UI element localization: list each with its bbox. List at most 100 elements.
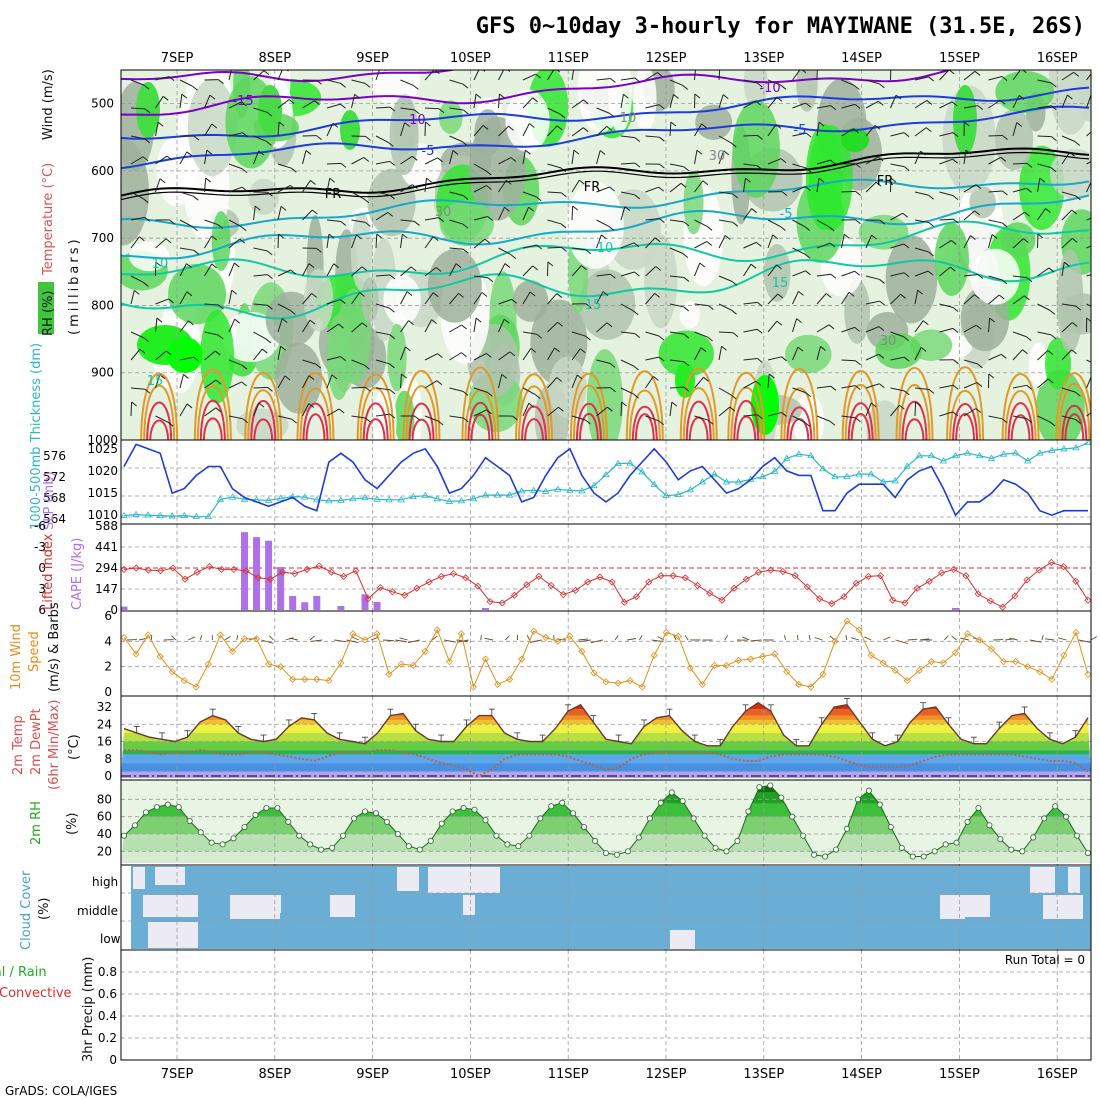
wind-barb-flag bbox=[683, 386, 690, 392]
lifted-index-point bbox=[669, 572, 677, 580]
wind-barb bbox=[645, 135, 660, 138]
wind-barb bbox=[596, 186, 610, 193]
thickness-point bbox=[867, 470, 875, 477]
rh-contour-label: 30 bbox=[709, 149, 726, 164]
wind-barb bbox=[277, 269, 291, 277]
wind-barb-flag bbox=[877, 156, 884, 162]
wind10-point bbox=[747, 655, 755, 663]
wind-barb bbox=[522, 150, 526, 165]
wind10-tick: 2 bbox=[104, 660, 112, 674]
rh-high-patch bbox=[841, 128, 869, 152]
wind10-barb bbox=[578, 638, 588, 641]
wind-barb-flag bbox=[365, 417, 371, 423]
wind-barb bbox=[179, 403, 188, 417]
lifted-index-point bbox=[999, 603, 1007, 611]
wind-barb bbox=[130, 79, 145, 86]
thickness-point bbox=[626, 459, 634, 466]
wind-barb bbox=[375, 359, 390, 365]
wind-barb-flag bbox=[215, 407, 222, 413]
wind-barb bbox=[400, 184, 413, 193]
rh-point bbox=[624, 848, 631, 855]
wind10-barb bbox=[1078, 639, 1091, 643]
wind-barb-flag bbox=[234, 318, 240, 324]
rh-point bbox=[603, 850, 610, 857]
rh-shade bbox=[805, 123, 843, 231]
wind-barb bbox=[669, 219, 684, 223]
wind-barb bbox=[155, 318, 158, 333]
rh-point bbox=[153, 804, 160, 811]
rh-point bbox=[131, 822, 138, 829]
lifted-index-point bbox=[584, 578, 592, 586]
warm-contour bbox=[904, 418, 925, 440]
wind-barb-flag bbox=[952, 307, 959, 312]
wind-barb-flag bbox=[508, 125, 514, 131]
thickness-point bbox=[313, 496, 321, 503]
wind-barb-flag bbox=[242, 418, 249, 424]
wind-barb bbox=[963, 235, 971, 249]
wind-barb-flag bbox=[462, 83, 469, 89]
precip-panel: 00.20.40.60.8 Run Total = 0 Total / Rain… bbox=[0, 949, 1092, 1067]
wind-barb-flag bbox=[462, 195, 469, 200]
thickness-point bbox=[1060, 445, 1068, 452]
wind-barb bbox=[1061, 94, 1068, 109]
wind-barb-flag bbox=[482, 124, 489, 130]
cape-bar bbox=[277, 567, 285, 610]
wind-barb bbox=[988, 275, 1003, 281]
thickness-point bbox=[1024, 457, 1032, 464]
wind-barb-flag bbox=[950, 240, 957, 245]
wind-barb bbox=[865, 300, 880, 305]
wind-barb-flag bbox=[432, 236, 439, 242]
wind-barb bbox=[351, 157, 365, 165]
wind-barb-flag bbox=[634, 77, 641, 83]
temp-band bbox=[121, 750, 1091, 755]
warm-contour bbox=[461, 366, 500, 440]
wind10-barb bbox=[1041, 634, 1044, 641]
wind-barb-flag bbox=[461, 352, 467, 358]
temperature-contour bbox=[121, 70, 458, 83]
rh-point bbox=[613, 851, 620, 858]
wind-barb-flag bbox=[266, 250, 273, 256]
wind-barb bbox=[424, 236, 434, 249]
wind-barb-flag bbox=[579, 179, 585, 185]
lifted-index-point bbox=[559, 591, 567, 599]
date-label-bottom: 9SEP bbox=[356, 1067, 389, 1082]
wind-barb bbox=[130, 191, 144, 200]
wind-barb-flag bbox=[311, 292, 317, 298]
wind-barb bbox=[302, 319, 311, 333]
wind-barb bbox=[253, 303, 268, 306]
wind-barb bbox=[179, 79, 193, 87]
wind-barb bbox=[963, 294, 975, 305]
thickness-point bbox=[686, 486, 695, 493]
wind-barb bbox=[228, 101, 242, 109]
wind-barb-flag bbox=[265, 338, 272, 344]
warm-contour bbox=[898, 383, 931, 440]
wind-barb-flag bbox=[310, 180, 316, 185]
wind-barb-flag bbox=[683, 361, 690, 367]
wind-barb bbox=[620, 271, 635, 277]
wind-barb-flag bbox=[776, 264, 782, 270]
wind-barb-flag bbox=[1071, 209, 1078, 215]
wind-barb-flag bbox=[634, 162, 641, 168]
cloud-label-2: (%) bbox=[37, 898, 52, 921]
wind-barb-flag bbox=[1001, 418, 1008, 424]
lifted-index-point bbox=[352, 567, 360, 575]
warm-contour bbox=[679, 367, 718, 440]
wind-barb bbox=[743, 208, 752, 221]
wind-barb-flag bbox=[1047, 378, 1054, 384]
wind10-point bbox=[397, 660, 405, 668]
rh-shade bbox=[128, 241, 170, 272]
wind-barb bbox=[449, 415, 464, 419]
wind-barb-flag bbox=[1024, 295, 1030, 301]
rh-point bbox=[690, 815, 697, 822]
thickness-point bbox=[722, 478, 731, 485]
rh-point bbox=[581, 824, 588, 831]
wind-barb-flag bbox=[977, 363, 983, 369]
wind-barb-flag bbox=[756, 82, 763, 88]
wind-barb bbox=[792, 318, 798, 333]
wind-barb bbox=[939, 191, 954, 197]
rh-point bbox=[592, 837, 599, 844]
wind-barb-flag bbox=[340, 103, 346, 109]
rh-shade bbox=[512, 280, 549, 322]
rh-shade bbox=[303, 268, 334, 332]
wind-barb-flag bbox=[707, 419, 714, 425]
